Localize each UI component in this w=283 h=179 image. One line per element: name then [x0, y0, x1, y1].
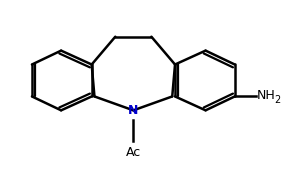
Text: Ac: Ac: [126, 146, 141, 159]
Text: 2: 2: [274, 95, 280, 105]
Text: NH: NH: [257, 89, 276, 101]
Text: N: N: [128, 104, 139, 117]
